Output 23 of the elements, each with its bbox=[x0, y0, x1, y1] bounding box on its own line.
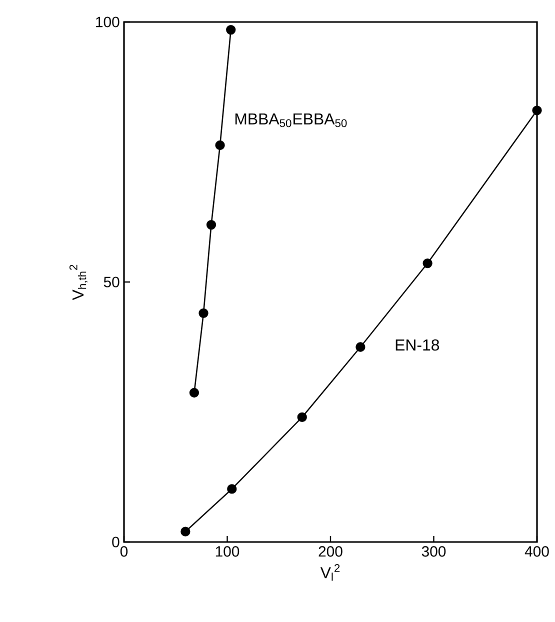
x-tick-label: 100 bbox=[216, 546, 240, 557]
point bbox=[189, 388, 200, 398]
point bbox=[215, 140, 225, 150]
point bbox=[297, 412, 307, 422]
x-tick-label: 400 bbox=[524, 546, 549, 557]
point bbox=[356, 342, 366, 352]
point bbox=[226, 24, 236, 35]
point bbox=[532, 106, 542, 116]
series-label: MBBA$_{50}$EBBA$_{50}$ bbox=[235, 113, 347, 128]
y-tick-label: 0 bbox=[112, 536, 120, 548]
x-axis-title: V$_{l}$2 bbox=[320, 564, 340, 581]
y-tick-label: 50 bbox=[104, 276, 120, 288]
x-tick-label: 300 bbox=[422, 546, 446, 557]
y-axis-title: V$_{h,th}$2 bbox=[69, 264, 88, 300]
point bbox=[206, 220, 216, 230]
x-tick-label: 200 bbox=[318, 546, 342, 557]
series-label: EN-18 bbox=[396, 339, 440, 351]
point bbox=[180, 526, 190, 536]
y-tick-label: 100 bbox=[96, 16, 120, 28]
point bbox=[422, 258, 432, 268]
x-tick-label: 0 bbox=[120, 546, 128, 557]
point bbox=[227, 484, 237, 494]
point bbox=[198, 308, 208, 318]
